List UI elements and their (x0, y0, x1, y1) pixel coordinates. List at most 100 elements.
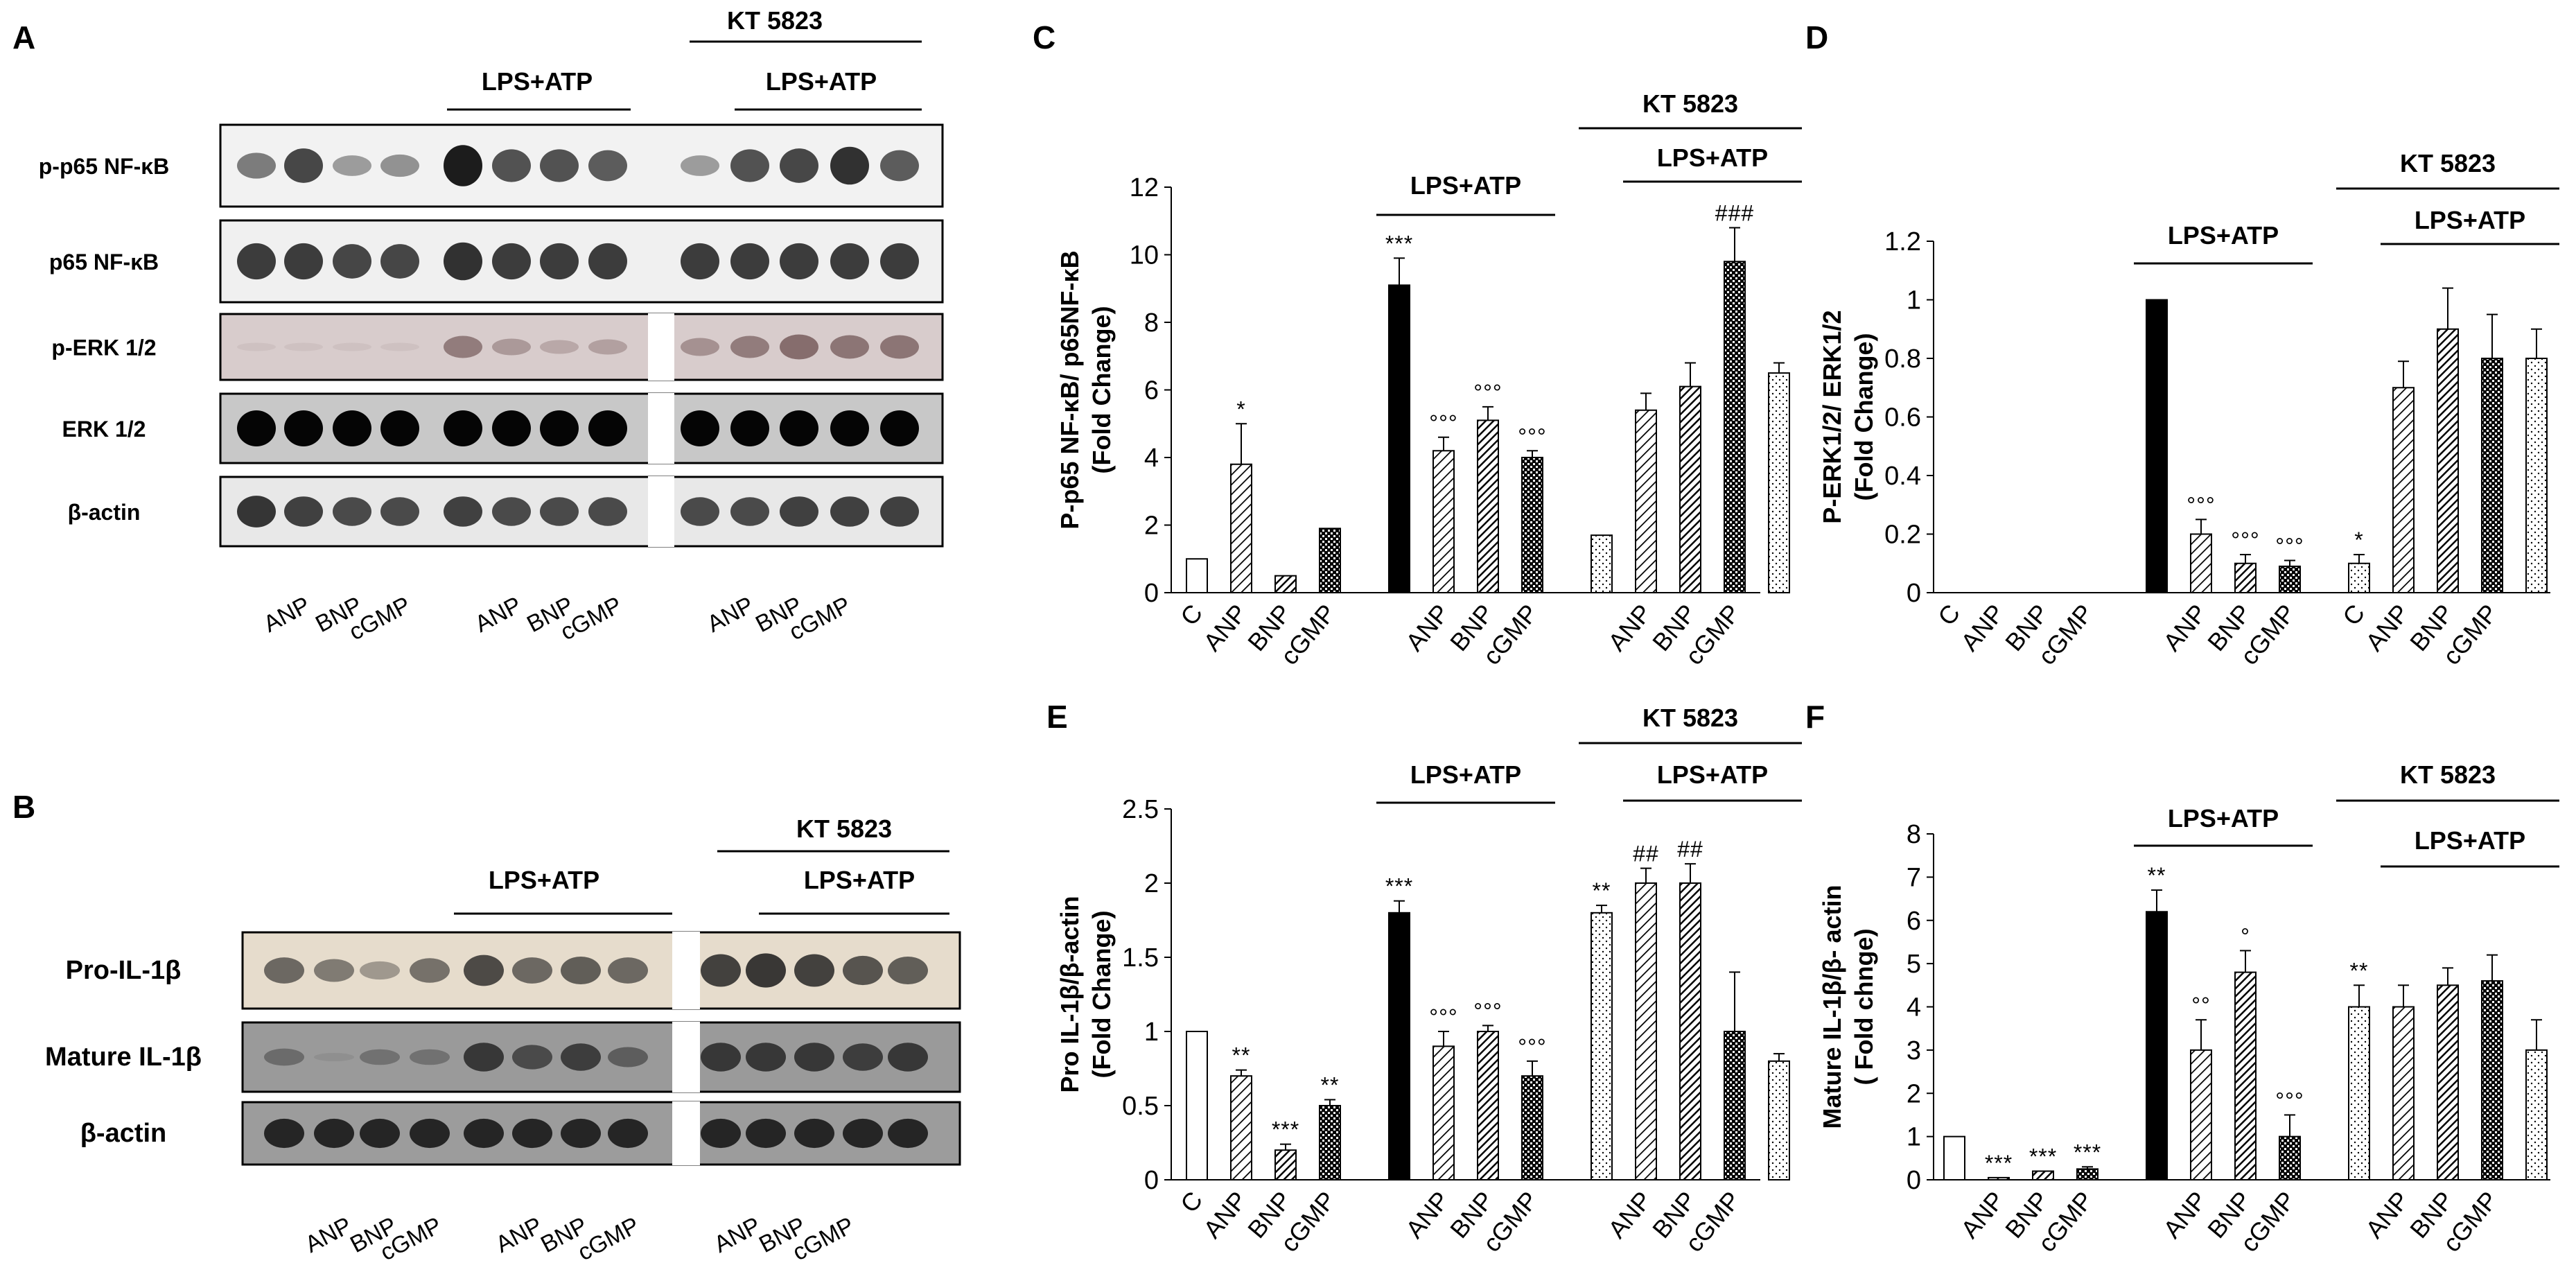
blot-row-label: p65 NF-κB (49, 250, 159, 274)
x-tick-label: ANP (1400, 1186, 1455, 1244)
significance-annotation: °°° (1473, 380, 1502, 405)
bar (2481, 358, 2503, 593)
blot-band (830, 496, 869, 527)
y-axis-label: Pro IL-1β/β-actin (1055, 896, 1084, 1093)
bar (2279, 1135, 2301, 1180)
blot-band (237, 152, 276, 179)
bar-chart-e: 0 0.5 1 1.5 2 2.5 Pro IL-1β/β-actin (Fold Chang… (1055, 704, 1802, 1257)
blot-band (410, 958, 450, 983)
bar (1230, 463, 1252, 593)
y-tick-label: 0 (1907, 579, 1921, 608)
western-blot-panel-b: KT 5823 LPS+ATP LPS+ATP Pro-IL-1β Mature … (45, 814, 961, 1266)
bar (1635, 409, 1657, 593)
bar (1591, 534, 1613, 593)
blot-band (314, 1118, 354, 1149)
y-axis-label: ( Fold chnge) (1850, 929, 1878, 1086)
bar (1521, 457, 1543, 593)
blot-band (410, 1118, 450, 1149)
y-tick-label: 6 (1907, 907, 1921, 936)
blot-band (380, 342, 419, 351)
y-tick-label: 1 (1907, 286, 1921, 315)
significance-annotation: ## (1677, 837, 1703, 862)
y-tick-label: 1.5 (1122, 943, 1159, 973)
western-blot-panel-a: KT 5823 LPS+ATP LPS+ATP p-p65 NF-κB p65 N… (39, 6, 944, 645)
blot-gap (672, 1022, 700, 1092)
significance-annotation: * (2354, 528, 2363, 552)
blot-band (360, 961, 400, 980)
y-tick-label: 2.5 (1122, 795, 1159, 824)
blot-band (464, 955, 504, 986)
significance-annotation: °°° (1429, 410, 1457, 435)
blot-band (588, 339, 627, 355)
significance-annotation: *** (1272, 1117, 1299, 1142)
significance-annotation: * (1236, 397, 1245, 421)
group-bracket-label: LPS+ATP (1657, 143, 1768, 172)
blot-band (540, 243, 579, 280)
bar (2437, 328, 2459, 593)
blot-band (237, 410, 276, 446)
y-tick-label: 0.5 (1122, 1092, 1159, 1121)
blot-band (681, 497, 719, 526)
significance-annotation: ** (1593, 878, 1611, 903)
blot-band (540, 410, 579, 446)
blot-band (701, 1118, 741, 1149)
significance-annotation: ** (2350, 958, 2369, 983)
blot-band (264, 1048, 304, 1066)
blot-band (843, 1043, 883, 1071)
bar (1319, 1105, 1341, 1180)
bar (1679, 385, 1701, 593)
blot-band (588, 150, 627, 182)
significance-annotation: °° (2191, 993, 2211, 1018)
blot-band (333, 410, 371, 446)
significance-annotation: °°° (2187, 492, 2215, 517)
blot-band (730, 410, 769, 446)
blot-band (588, 410, 627, 446)
blot-gap (672, 1101, 700, 1165)
blot-band (492, 149, 531, 182)
blot-band (880, 496, 919, 527)
blot-gap (648, 313, 674, 381)
blot-band (464, 1043, 504, 1072)
blot-band (608, 1047, 648, 1068)
y-axis-label: (Fold Change) (1850, 333, 1878, 501)
blot-band (264, 1118, 304, 1149)
blot-band (512, 957, 552, 984)
group-bracket-label: KT 5823 (2400, 760, 2496, 789)
x-tick-label: C (1175, 1186, 1208, 1218)
y-axis-label: Mature IL-1β/β- actin (1818, 885, 1846, 1129)
blot-band (794, 1118, 834, 1149)
blot-band (444, 496, 482, 527)
y-tick-label: 7 (1907, 863, 1921, 892)
blot-band (681, 243, 719, 280)
blot-band (284, 342, 323, 351)
blot-band (830, 335, 869, 359)
blot-band (780, 243, 818, 280)
blot-band (540, 340, 579, 354)
blot-band (730, 336, 769, 358)
bar (2348, 562, 2370, 593)
group-bracket-label: LPS+ATP (2415, 206, 2525, 234)
y-tick-label: 3 (1907, 1036, 1921, 1065)
significance-annotation: *** (2074, 1140, 2101, 1165)
group-bracket-label: KT 5823 (1642, 704, 1738, 732)
blot-row-label: Pro-IL-1β (66, 956, 182, 985)
blot-band (333, 155, 371, 176)
blot-band (780, 148, 818, 183)
blot-band (380, 497, 419, 526)
bar (2437, 984, 2459, 1180)
x-tick-label: ANP (1955, 599, 2010, 656)
group-bracket-label: KT 5823 (1642, 89, 1738, 118)
x-tick-label: ANP (1400, 599, 1455, 656)
blot-band (830, 146, 869, 185)
y-tick-label: 0 (1907, 1166, 1921, 1195)
x-tick-label: C (1932, 599, 1965, 631)
bar (1432, 450, 1455, 593)
blot-lane-label: ANP (471, 592, 526, 638)
y-axis-label: P-p65 NF-κB/ p65NF-κB (1055, 250, 1084, 529)
bar (1432, 1045, 1455, 1181)
blot-row-label: p-ERK 1/2 (51, 336, 156, 360)
blot-lane-label: ANP (703, 592, 758, 638)
x-tick-label: ANP (1198, 599, 1252, 656)
blot-band (360, 1049, 400, 1065)
